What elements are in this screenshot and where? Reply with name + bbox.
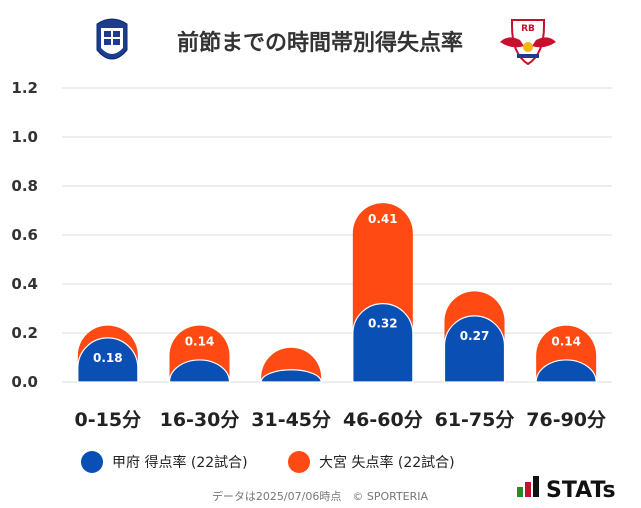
omiya-emblem-logo: RB <box>500 19 556 66</box>
x-tick-label-4: 61-75分 <box>435 409 515 431</box>
data-label-series-1-3: 0.32 <box>368 317 398 331</box>
data-label-series-1-4: 0.27 <box>460 329 490 343</box>
x-tick-label-5: 76-90分 <box>526 409 606 431</box>
data-label-series-2-3: 0.41 <box>368 212 398 226</box>
legend-item-series-2: 大宮 失点率 (22試合) <box>288 451 455 473</box>
data-label-series-1-0: 0.18 <box>93 351 123 365</box>
x-tick-label-3: 46-60分 <box>343 409 423 431</box>
header: 前節までの時間帯別得失点率 RB <box>96 18 556 66</box>
y-tick-label-4: 0.8 <box>11 177 38 195</box>
legend-label-series-1: 甲府 得点率 (22試合) <box>112 454 248 471</box>
legend-swatch-series-1 <box>81 451 103 473</box>
stats-logo-icon <box>517 476 539 497</box>
legend: 甲府 得点率 (22試合) 大宮 失点率 (22試合) <box>81 451 455 473</box>
y-tick-label-5: 1.0 <box>11 128 38 146</box>
bar-layer: 0.18 0.14 0.41 0.32 0.27 0.14 <box>77 203 597 383</box>
data-label-series-2-5: 0.14 <box>551 335 581 349</box>
x-axis-labels: 0-15分 16-30分 31-45分 46-60分 61-75分 76-90分 <box>75 409 606 431</box>
footnote: データは2025/07/06時点 © SPORTERIA <box>212 489 429 503</box>
data-label-series-2-1: 0.14 <box>185 335 215 349</box>
kofu-emblem-logo <box>96 18 128 60</box>
x-tick-label-2: 31-45分 <box>251 409 331 431</box>
bar-series-1-1 <box>168 359 231 383</box>
y-tick-label-1: 0.2 <box>11 324 38 342</box>
stats-brand-text: STATs <box>546 478 616 503</box>
x-tick-label-0: 0-15分 <box>75 409 142 431</box>
bar-series-1-3 <box>352 303 414 383</box>
legend-item-series-1: 甲府 得点率 (22試合) <box>81 451 248 473</box>
x-tick-label-1: 16-30分 <box>160 409 240 431</box>
y-axis-grid: 0.0 0.2 0.4 0.6 0.8 1.0 1.2 <box>11 79 612 391</box>
legend-swatch-series-2 <box>288 451 310 473</box>
y-tick-label-0: 0.0 <box>11 373 38 391</box>
y-tick-label-6: 1.2 <box>11 79 38 97</box>
bar-series-1-0 <box>77 337 139 383</box>
y-tick-label-2: 0.4 <box>11 275 38 293</box>
bar-series-1-2 <box>260 369 322 383</box>
stats-brand: STATs <box>517 476 616 503</box>
bar-series-1-4 <box>443 315 506 383</box>
y-tick-label-3: 0.6 <box>11 226 38 244</box>
legend-label-series-2: 大宮 失点率 (22試合) <box>319 454 455 471</box>
omiya-emblem-text: RB <box>521 24 535 34</box>
bar-series-1-5 <box>535 359 597 383</box>
chart-title: 前節までの時間帯別得失点率 <box>177 30 463 56</box>
